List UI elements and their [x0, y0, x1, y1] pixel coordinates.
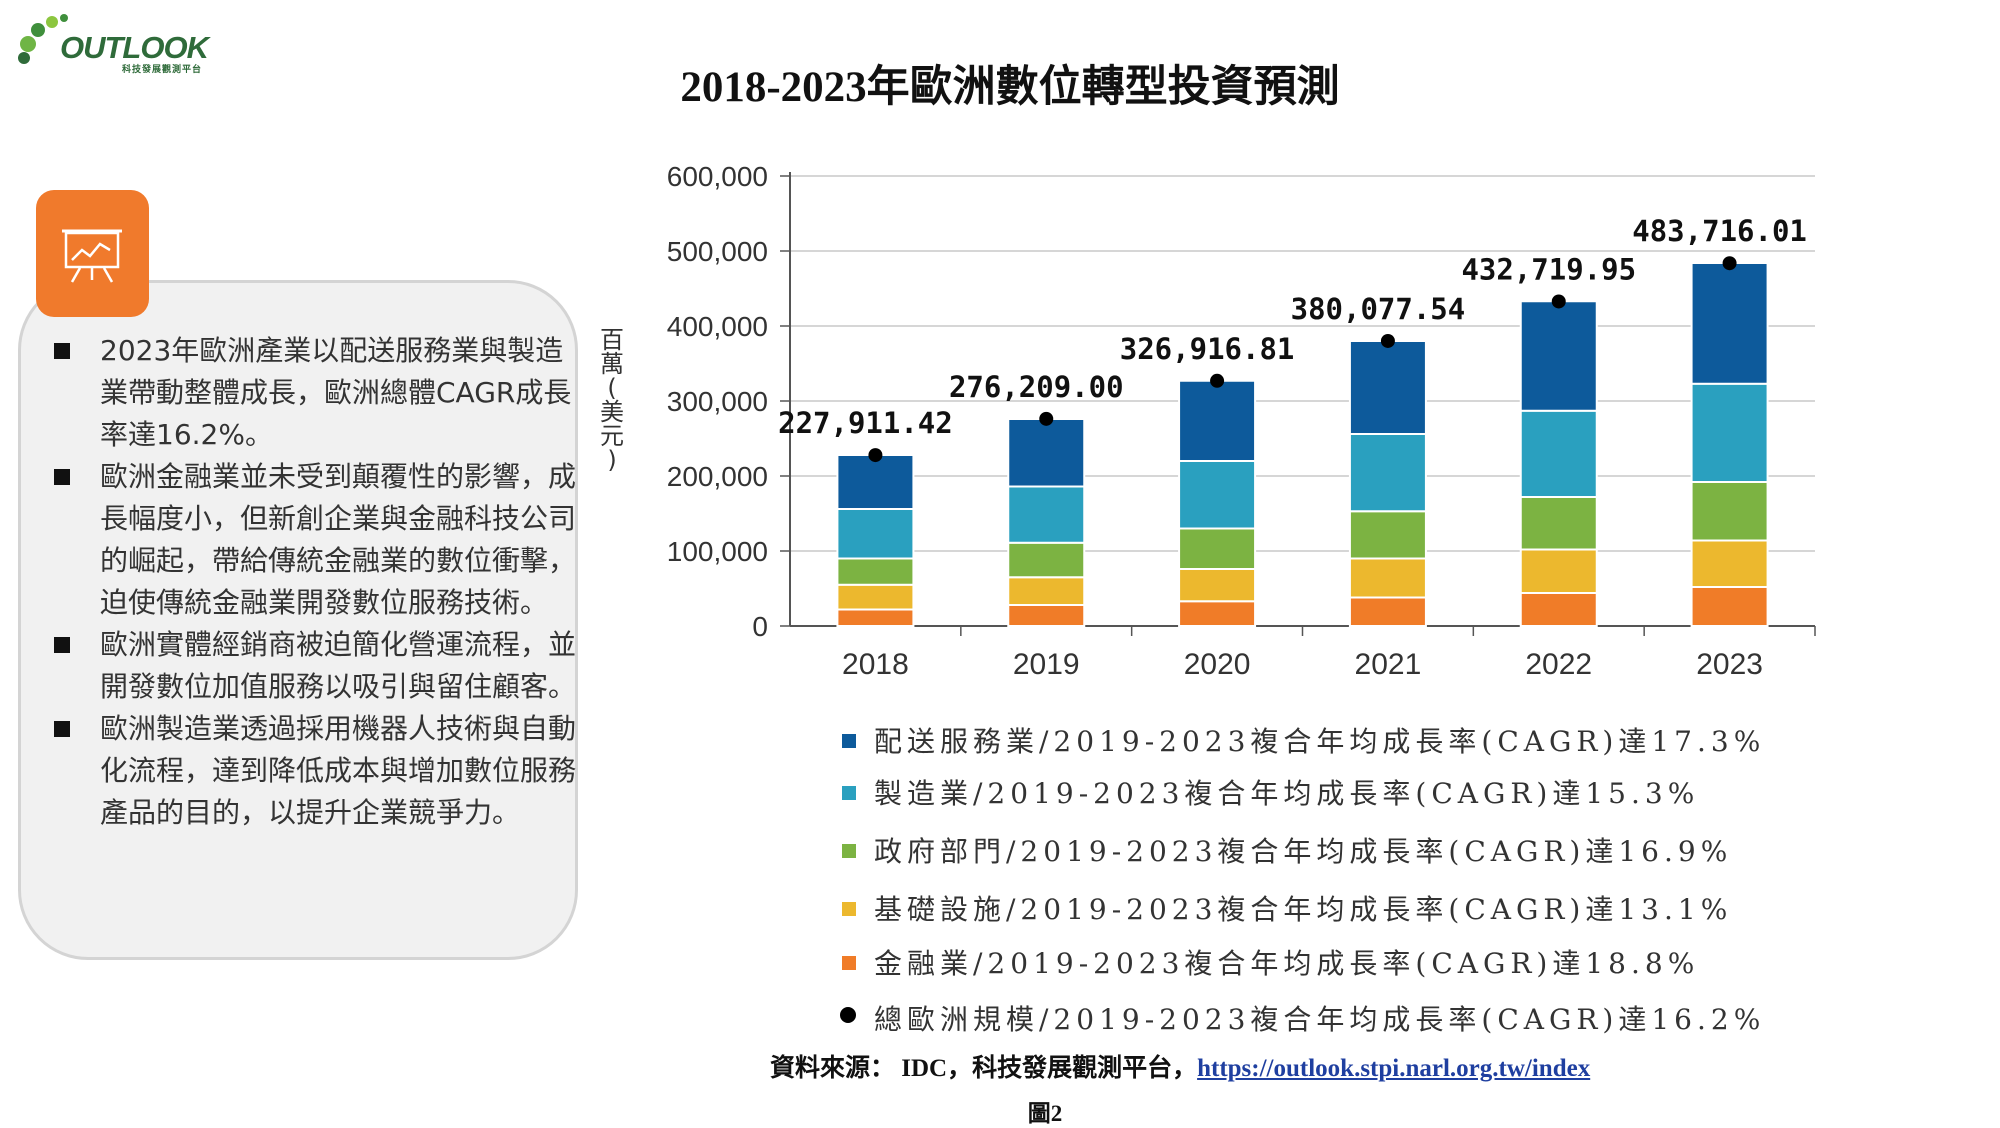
- x-tick-label: 2019: [1013, 648, 1080, 681]
- bar-segment: [1690, 539, 1769, 588]
- bar-segment: [1007, 418, 1086, 488]
- stacked-bar-chart: 0 100,000 200,000 300,000 400,000 500,000 600,…: [667, 161, 1816, 681]
- legend-swatch: [842, 902, 856, 916]
- bar-segment: [1178, 527, 1257, 570]
- source-text: 資料來源： IDC，科技發展觀測平台，: [770, 1055, 1198, 1082]
- bullet-square-icon: [54, 721, 70, 737]
- logo-leaves-icon: [18, 14, 68, 64]
- bar-segment: [1690, 262, 1769, 385]
- x-tick-label: 2018: [842, 648, 909, 681]
- x-tick-label: 2021: [1355, 648, 1422, 681]
- legend-swatch: [842, 786, 856, 800]
- y-tick-label: 600,000: [667, 161, 768, 192]
- x-tick-label: 2020: [1184, 648, 1251, 681]
- legend-label: 製造業/2019-2023複合年均成長率(CAGR)達15.3%: [874, 777, 1700, 810]
- outlook-logo: OUTLOOK 科技發展觀測平台: [14, 8, 214, 75]
- total-data-label: 276,209.00: [949, 370, 1124, 404]
- bullet-item: 歐洲實體經銷商被迫簡化營運流程，並開發數位加值服務以吸引與留住顧客。: [48, 624, 578, 708]
- bar-segment: [836, 508, 915, 560]
- bar-segment: [1007, 485, 1086, 544]
- bar-segment: [1178, 460, 1257, 530]
- legend-label: 金融業/2019-2023複合年均成長率(CAGR)達18.8%: [874, 947, 1700, 980]
- total-dot: [1380, 333, 1395, 348]
- total-data-label: 432,719.95: [1461, 252, 1636, 286]
- bullet-text: 2023年歐洲產業以配送服務業與製造業帶動整體成長，歐洲總體CAGR成長率達16…: [100, 334, 572, 451]
- bar-segment: [1007, 604, 1086, 627]
- bullet-text: 歐洲製造業透過採用機器人技術與自動化流程，達到降低成本與增加數位服務產品的目的，…: [100, 712, 577, 829]
- source-link[interactable]: https://outlook.stpi.narl.org.tw/index: [1197, 1055, 1591, 1082]
- bullet-text: 歐洲金融業並未受到顛覆性的影響，成長幅度小，但新創企業與金融科技公司的崛起，帶給…: [100, 460, 577, 619]
- y-tick-label: 200,000: [667, 461, 768, 492]
- bar-segment: [1007, 576, 1086, 606]
- bar-segment: [1519, 300, 1598, 412]
- bar-segment: [1348, 433, 1427, 513]
- bar-segment: [1690, 382, 1769, 483]
- legend-label: 基礎設施/2019-2023複合年均成長率(CAGR)達13.1%: [874, 893, 1733, 926]
- legend-label: 配送服務業/2019-2023複合年均成長率(CAGR)達17.3%: [874, 725, 1766, 758]
- bar-segment: [836, 583, 915, 611]
- bar-segment: [1519, 409, 1598, 498]
- legend-label: 政府部門/2019-2023複合年均成長率(CAGR)達16.9%: [874, 835, 1733, 868]
- total-dot: [868, 448, 883, 463]
- legend-label: 總歐洲規模/2019-2023複合年均成長率(CAGR)達16.2%: [874, 1003, 1766, 1036]
- total-dot: [1039, 411, 1054, 426]
- bar-segment: [836, 608, 915, 627]
- bullet-item: 歐洲製造業透過採用機器人技術與自動化流程，達到降低成本與增加數位服務產品的目的，…: [48, 708, 578, 834]
- legend-swatch: [842, 844, 856, 858]
- bar-segment: [1178, 600, 1257, 627]
- total-data-label: 326,916.81: [1120, 332, 1295, 366]
- total-data-label: 483,716.01: [1632, 214, 1807, 248]
- bar-segment: [1690, 586, 1769, 627]
- legend-dot-marker: [840, 1007, 856, 1023]
- summary-bullet-list: 2023年歐洲產業以配送服務業與製造業帶動整體成長，歐洲總體CAGR成長率達16…: [48, 330, 578, 834]
- bar-segment: [1178, 568, 1257, 603]
- bullet-item: 2023年歐洲產業以配送服務業與製造業帶動整體成長，歐洲總體CAGR成長率達16…: [48, 330, 578, 456]
- legend-swatch: [842, 734, 856, 748]
- summary-panel: [18, 280, 578, 960]
- bar-segment: [1519, 496, 1598, 551]
- logo-subtitle: 科技發展觀測平台: [122, 65, 203, 75]
- x-tick-label: 2023: [1696, 648, 1763, 681]
- x-tick-label: 2022: [1525, 648, 1592, 681]
- presentation-badge: [36, 190, 149, 317]
- y-tick-label: 400,000: [667, 311, 768, 342]
- bullet-square-icon: [54, 469, 70, 485]
- total-data-label: 380,077.54: [1291, 292, 1466, 326]
- total-dot: [1210, 373, 1225, 388]
- y-tick-label: 100,000: [667, 536, 768, 567]
- y-axis-label: 百萬(美元): [600, 326, 624, 474]
- bar-segment: [1348, 340, 1427, 435]
- bullet-square-icon: [54, 343, 70, 359]
- logo-text: OUTLOOK: [60, 30, 209, 65]
- presentation-chart-icon: [62, 229, 122, 283]
- bullet-item: 歐洲金融業並未受到顛覆性的影響，成長幅度小，但新創企業與金融科技公司的崛起，帶給…: [48, 456, 578, 624]
- total-dot: [1551, 294, 1566, 309]
- bar-segment: [1690, 481, 1769, 542]
- bullet-square-icon: [54, 637, 70, 653]
- bar-segment: [836, 454, 915, 510]
- legend-swatch: [842, 956, 856, 970]
- bar-segment: [1519, 592, 1598, 627]
- source-line: 資料來源： IDC，科技發展觀測平台，https://outlook.stpi.…: [770, 1048, 1590, 1084]
- bar-segment: [1519, 548, 1598, 594]
- bar-segment: [1348, 596, 1427, 627]
- bar-segment: [1348, 510, 1427, 560]
- bar-segment: [1007, 541, 1086, 579]
- bar-segment: [836, 557, 915, 586]
- y-tick-label: 0: [752, 611, 768, 642]
- y-tick-label: 300,000: [667, 386, 768, 417]
- bar-segment: [1348, 557, 1427, 599]
- bar-segment: [1178, 379, 1257, 462]
- total-data-label: 227,911.42: [778, 406, 953, 440]
- figure-label: 圖2: [1027, 1101, 1063, 1126]
- total-dot: [1722, 256, 1737, 271]
- y-tick-label: 500,000: [667, 236, 768, 267]
- bullet-text: 歐洲實體經銷商被迫簡化營運流程，並開發數位加值服務以吸引與留住顧客。: [100, 628, 577, 703]
- page-title: 2018-2023年歐洲數位轉型投資預測: [680, 64, 1340, 111]
